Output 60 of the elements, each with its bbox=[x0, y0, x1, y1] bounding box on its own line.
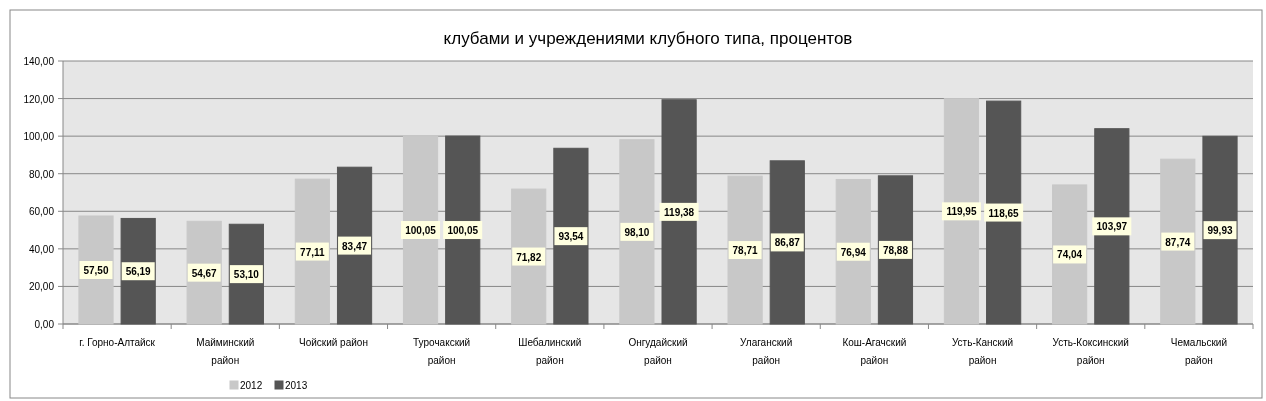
bar bbox=[1160, 158, 1196, 325]
x-tick-label: Усть-Коксинский район bbox=[1052, 337, 1129, 366]
bar bbox=[402, 135, 439, 325]
x-tick-label: Онгудайский район bbox=[628, 337, 688, 366]
bar bbox=[336, 166, 373, 325]
data-label: 77,11 bbox=[300, 246, 326, 258]
y-tick-label: 60,00 bbox=[28, 206, 55, 218]
y-tick-label: 20,00 bbox=[28, 281, 55, 293]
bar bbox=[619, 139, 655, 325]
data-label: 86,87 bbox=[774, 237, 801, 249]
data-label: 87,74 bbox=[1165, 236, 1191, 248]
data-label: 119,38 bbox=[664, 206, 695, 218]
y-tick-label: 0,00 bbox=[34, 319, 55, 330]
data-label: 99,93 bbox=[1207, 225, 1233, 237]
bar bbox=[1094, 128, 1130, 325]
data-label: 71,82 bbox=[516, 251, 542, 263]
data-label: 78,88 bbox=[882, 244, 909, 256]
y-tick-label: 40,00 bbox=[28, 243, 55, 255]
data-label: 54,67 bbox=[191, 267, 218, 279]
bar bbox=[986, 100, 1022, 325]
data-label: 119,95 bbox=[946, 206, 977, 218]
bar bbox=[445, 135, 481, 325]
x-tick-label: Кош-Агачский район bbox=[842, 337, 907, 366]
data-label: 53,10 bbox=[233, 269, 260, 281]
x-tick-label: Шебалинский район bbox=[518, 337, 582, 366]
legend-label: 2012 bbox=[240, 380, 263, 391]
data-label: 93,54 bbox=[558, 231, 584, 243]
data-label: 56,19 bbox=[125, 266, 152, 278]
y-tick-label: 100,00 bbox=[23, 131, 55, 143]
data-label: 57,50 bbox=[83, 264, 109, 276]
data-label: 118,65 bbox=[988, 207, 1020, 219]
x-tick-label: Майминский район bbox=[196, 337, 255, 366]
y-tick-label: 120,00 bbox=[23, 93, 55, 105]
x-tick-label: Улаганский район bbox=[740, 337, 793, 366]
data-label: 103,97 bbox=[1096, 221, 1128, 233]
data-label: 100,05 bbox=[405, 225, 437, 237]
bar bbox=[769, 160, 805, 325]
x-tick-label: Чойский район bbox=[298, 337, 368, 348]
bar bbox=[1052, 184, 1088, 325]
bar bbox=[877, 175, 914, 325]
data-label: 100,05 bbox=[447, 225, 479, 237]
data-label: 98,10 bbox=[624, 226, 650, 238]
data-label: 76,94 bbox=[840, 246, 867, 258]
legend-label: 2013 bbox=[285, 380, 308, 391]
bar bbox=[727, 175, 763, 325]
x-tick-label: Усть-Канский район bbox=[951, 337, 1014, 366]
y-tick-label: 140,00 bbox=[23, 56, 55, 67]
x-tick-label: Чемальский район bbox=[1170, 337, 1228, 366]
bar bbox=[1202, 135, 1238, 325]
bar bbox=[553, 147, 589, 325]
y-tick-label: 80,00 bbox=[28, 168, 55, 180]
data-label: 83,47 bbox=[342, 240, 368, 252]
chart-title: клубами и учреждениями клубного типа, процентов bbox=[443, 29, 853, 48]
bar bbox=[835, 178, 871, 325]
bar bbox=[661, 99, 697, 325]
x-tick-label: г. Горно-Алтайск bbox=[79, 337, 156, 348]
data-label: 78,71 bbox=[732, 245, 759, 257]
bar bbox=[943, 98, 980, 325]
x-tick-label: Турочакский район bbox=[413, 337, 471, 366]
data-label: 74,04 bbox=[1057, 249, 1083, 261]
